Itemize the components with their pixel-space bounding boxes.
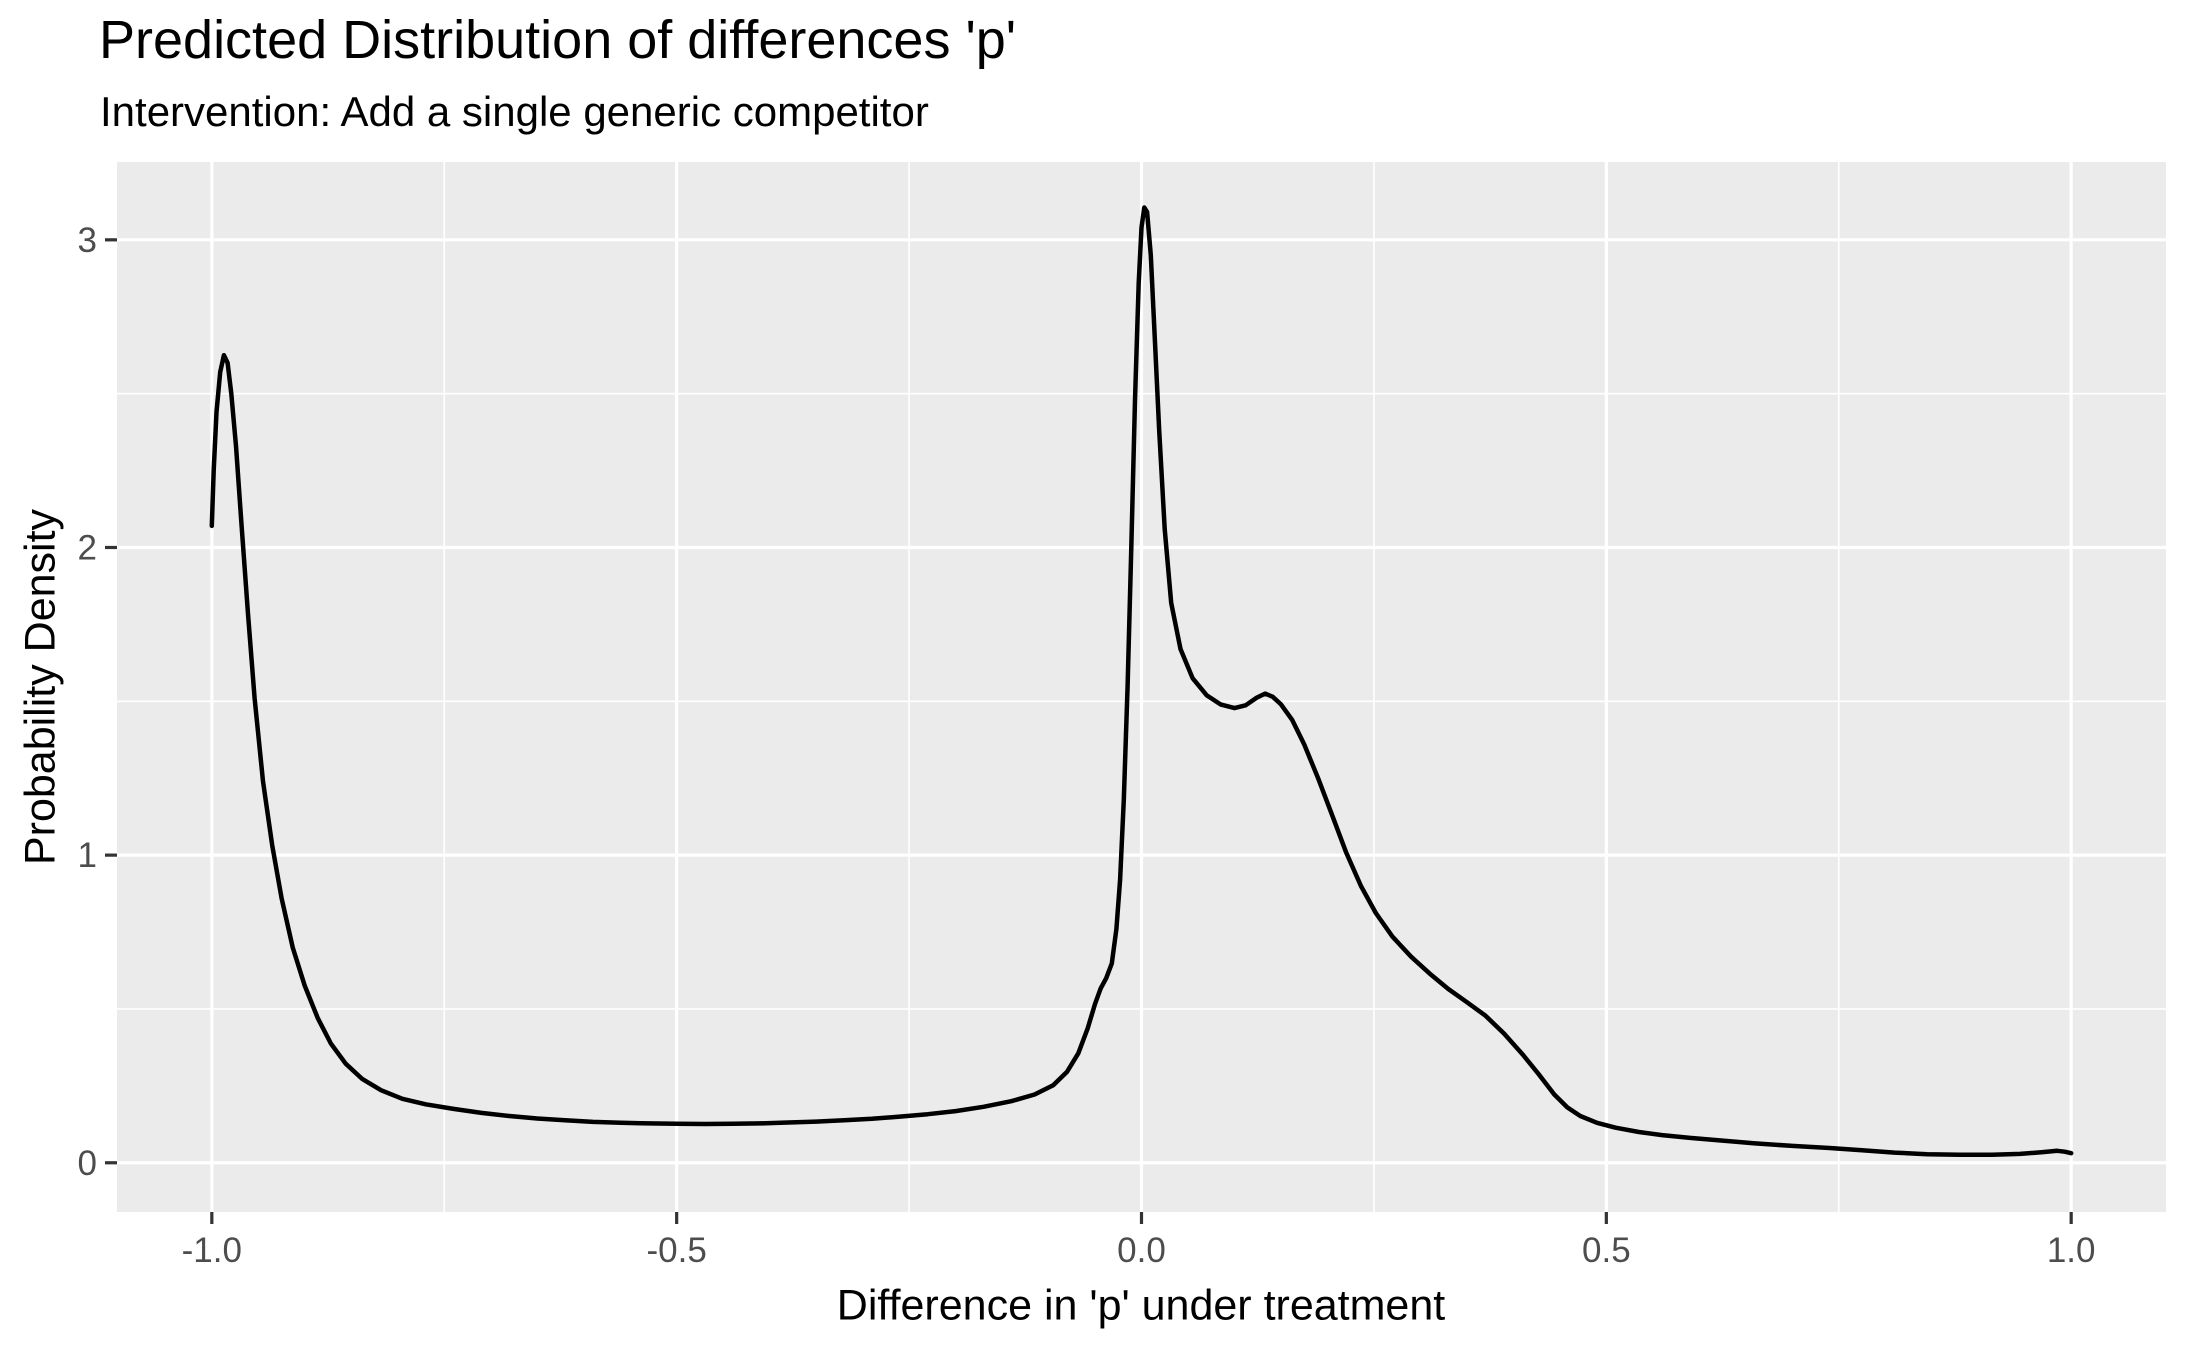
- svg-text:-1.0: -1.0: [182, 1231, 242, 1270]
- x-axis-ticks: [210, 1212, 2073, 1224]
- svg-text:1.0: 1.0: [2047, 1231, 2096, 1270]
- plot-title: Predicted Distribution of differences 'p…: [99, 10, 1017, 70]
- x-axis-tick-labels: -1.0 -0.5 0.0 0.5 1.0: [182, 1231, 2096, 1270]
- svg-text:-0.5: -0.5: [647, 1231, 707, 1270]
- svg-text:0.5: 0.5: [1582, 1231, 1631, 1270]
- svg-text:0.0: 0.0: [1117, 1231, 1166, 1270]
- y-axis-ticks: [105, 238, 117, 1165]
- plot-subtitle: Intervention: Add a single generic compe…: [100, 88, 929, 135]
- svg-text:1: 1: [78, 836, 97, 875]
- y-axis-title: Probability Density: [16, 508, 65, 866]
- svg-text:0: 0: [78, 1144, 97, 1183]
- x-axis-title: Difference in 'p' under treatment: [836, 1281, 1446, 1330]
- density-curve: [209, 205, 2074, 1158]
- svg-text:3: 3: [78, 221, 97, 260]
- y-axis-tick-labels: 0 1 2 3: [78, 221, 97, 1183]
- svg-text:2: 2: [78, 528, 97, 567]
